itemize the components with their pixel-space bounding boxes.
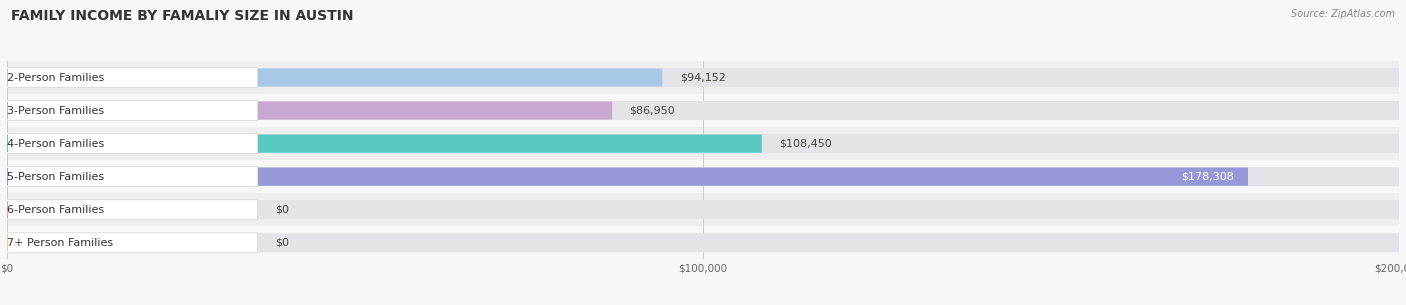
Bar [7, 94, 1399, 127]
FancyBboxPatch shape [7, 67, 257, 88]
FancyBboxPatch shape [7, 68, 1399, 87]
Text: $0: $0 [276, 205, 290, 215]
Text: $0: $0 [276, 238, 290, 248]
Text: 3-Person Families: 3-Person Families [7, 106, 104, 116]
FancyBboxPatch shape [7, 102, 612, 120]
Bar [7, 193, 1399, 226]
FancyBboxPatch shape [7, 68, 662, 87]
Text: FAMILY INCOME BY FAMALIY SIZE IN AUSTIN: FAMILY INCOME BY FAMALIY SIZE IN AUSTIN [11, 9, 354, 23]
FancyBboxPatch shape [7, 200, 257, 220]
FancyBboxPatch shape [7, 134, 257, 154]
Text: Source: ZipAtlas.com: Source: ZipAtlas.com [1291, 9, 1395, 19]
FancyBboxPatch shape [7, 233, 257, 253]
FancyBboxPatch shape [7, 135, 762, 153]
Bar [7, 127, 1399, 160]
Bar [7, 226, 1399, 259]
FancyBboxPatch shape [7, 167, 1399, 186]
FancyBboxPatch shape [7, 134, 1399, 153]
Text: 7+ Person Families: 7+ Person Families [7, 238, 112, 248]
Text: $108,450: $108,450 [779, 138, 832, 149]
Bar [7, 61, 1399, 94]
Text: $94,152: $94,152 [679, 73, 725, 83]
FancyBboxPatch shape [7, 200, 1399, 219]
FancyBboxPatch shape [7, 167, 1249, 186]
Text: 5-Person Families: 5-Person Families [7, 172, 104, 182]
FancyBboxPatch shape [7, 101, 1399, 120]
Text: 6-Person Families: 6-Person Families [7, 205, 104, 215]
FancyBboxPatch shape [7, 101, 257, 120]
FancyBboxPatch shape [7, 167, 257, 187]
Bar [7, 160, 1399, 193]
Text: 2-Person Families: 2-Person Families [7, 73, 104, 83]
Text: $178,308: $178,308 [1181, 172, 1234, 182]
Text: 4-Person Families: 4-Person Families [7, 138, 104, 149]
FancyBboxPatch shape [7, 233, 1399, 252]
Text: $86,950: $86,950 [630, 106, 675, 116]
